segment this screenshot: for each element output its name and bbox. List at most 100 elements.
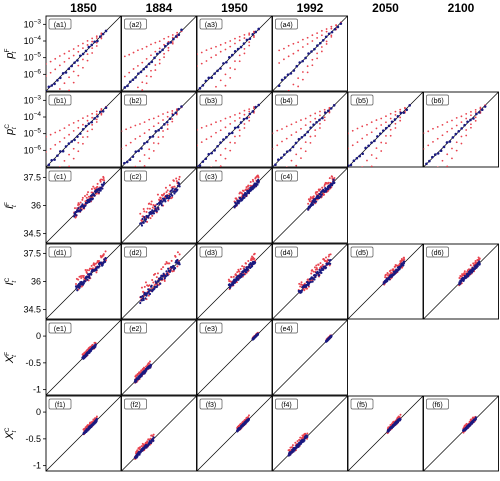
spread-point xyxy=(315,264,318,267)
spread-point xyxy=(229,123,232,125)
spread-point xyxy=(100,178,103,181)
spread-point xyxy=(238,35,241,38)
spread-point xyxy=(95,192,98,195)
main-point xyxy=(180,28,183,32)
main-point xyxy=(139,295,142,299)
main-point xyxy=(98,265,101,268)
spread-point xyxy=(389,134,392,137)
main-point xyxy=(78,54,82,58)
spread-point xyxy=(150,54,152,57)
main-point xyxy=(140,222,143,225)
main-point xyxy=(309,280,312,284)
main-point xyxy=(242,273,245,276)
spread-point xyxy=(68,153,70,156)
spread-point xyxy=(85,196,88,199)
main-point xyxy=(78,132,82,135)
spread-point xyxy=(470,126,472,129)
spread-point xyxy=(143,154,146,156)
spread-point xyxy=(137,86,139,89)
spread-point xyxy=(330,35,333,38)
spread-point xyxy=(123,55,126,58)
row-a-tick-label: 10−3 xyxy=(24,18,42,29)
main-point xyxy=(303,439,306,442)
spread-point xyxy=(77,141,80,144)
spread-point xyxy=(385,273,388,276)
spread-point xyxy=(148,128,151,131)
spread-point xyxy=(166,123,169,126)
spread-point xyxy=(243,109,246,112)
panel-c3-frame xyxy=(196,167,273,244)
main-point xyxy=(408,104,411,107)
main-point xyxy=(164,274,168,278)
spread-point xyxy=(162,119,164,121)
main-point xyxy=(319,195,322,198)
spread-point xyxy=(86,115,89,117)
main-point xyxy=(90,120,94,124)
main-point xyxy=(147,214,150,217)
main-point xyxy=(336,25,340,29)
main-point xyxy=(475,112,478,116)
main-point xyxy=(399,111,403,115)
spread-point xyxy=(399,116,402,119)
main-point xyxy=(236,47,240,51)
spread-point xyxy=(309,135,312,138)
spread-point xyxy=(100,113,103,116)
panel-b1-frame xyxy=(45,91,122,168)
main-point xyxy=(242,117,246,121)
spread-point xyxy=(320,29,323,32)
main-point xyxy=(477,111,481,114)
spread-point xyxy=(300,281,303,284)
main-point xyxy=(280,78,284,82)
main-point xyxy=(472,421,475,424)
panel-c1-label-box xyxy=(48,170,72,182)
main-point xyxy=(139,301,142,305)
main-point xyxy=(339,22,343,25)
panel-c2-label-box xyxy=(124,170,147,182)
panel-a1-frame xyxy=(45,15,122,92)
spread-point xyxy=(465,129,468,131)
spread-point xyxy=(285,166,288,167)
main-point xyxy=(324,35,328,39)
spread-point xyxy=(205,60,208,62)
spread-point xyxy=(243,47,246,50)
main-point xyxy=(228,56,231,59)
spread-point xyxy=(361,166,364,167)
spread-point xyxy=(465,117,468,120)
main-point xyxy=(239,45,243,49)
main-point xyxy=(387,124,391,128)
spread-point xyxy=(163,37,165,40)
panel-f4-label: (f4) xyxy=(281,402,292,409)
spread-point xyxy=(141,89,144,91)
panel-a4-frame xyxy=(272,15,348,92)
main-point xyxy=(286,73,290,76)
main-point xyxy=(364,146,367,150)
spread-point xyxy=(451,119,453,122)
row-e-tick-label: -0.5 xyxy=(25,358,41,368)
spread-point xyxy=(298,282,301,285)
spread-point xyxy=(248,119,251,122)
main-point xyxy=(91,197,94,200)
spread-point xyxy=(403,258,406,261)
spread-point xyxy=(92,185,95,188)
main-point xyxy=(297,137,301,141)
spread-point xyxy=(243,52,246,55)
panel-d1-label: (d1) xyxy=(54,250,66,257)
spread-point xyxy=(404,107,406,110)
spread-point xyxy=(148,284,151,287)
main-point xyxy=(104,257,108,260)
panel-b3-label: (b3) xyxy=(205,98,217,105)
spread-point xyxy=(145,75,148,77)
spread-point xyxy=(296,440,299,443)
spread-point xyxy=(215,54,217,56)
spread-point xyxy=(314,135,317,137)
spread-point xyxy=(323,108,326,111)
column-title-2100: 2100 xyxy=(448,1,475,15)
panel-b5-frame xyxy=(347,91,424,168)
spread-point xyxy=(85,271,88,274)
main-point xyxy=(330,334,333,337)
main-point xyxy=(67,67,71,71)
main-point xyxy=(160,126,163,130)
spread-point xyxy=(134,124,137,127)
main-point xyxy=(96,115,99,118)
spread-point xyxy=(58,140,61,143)
